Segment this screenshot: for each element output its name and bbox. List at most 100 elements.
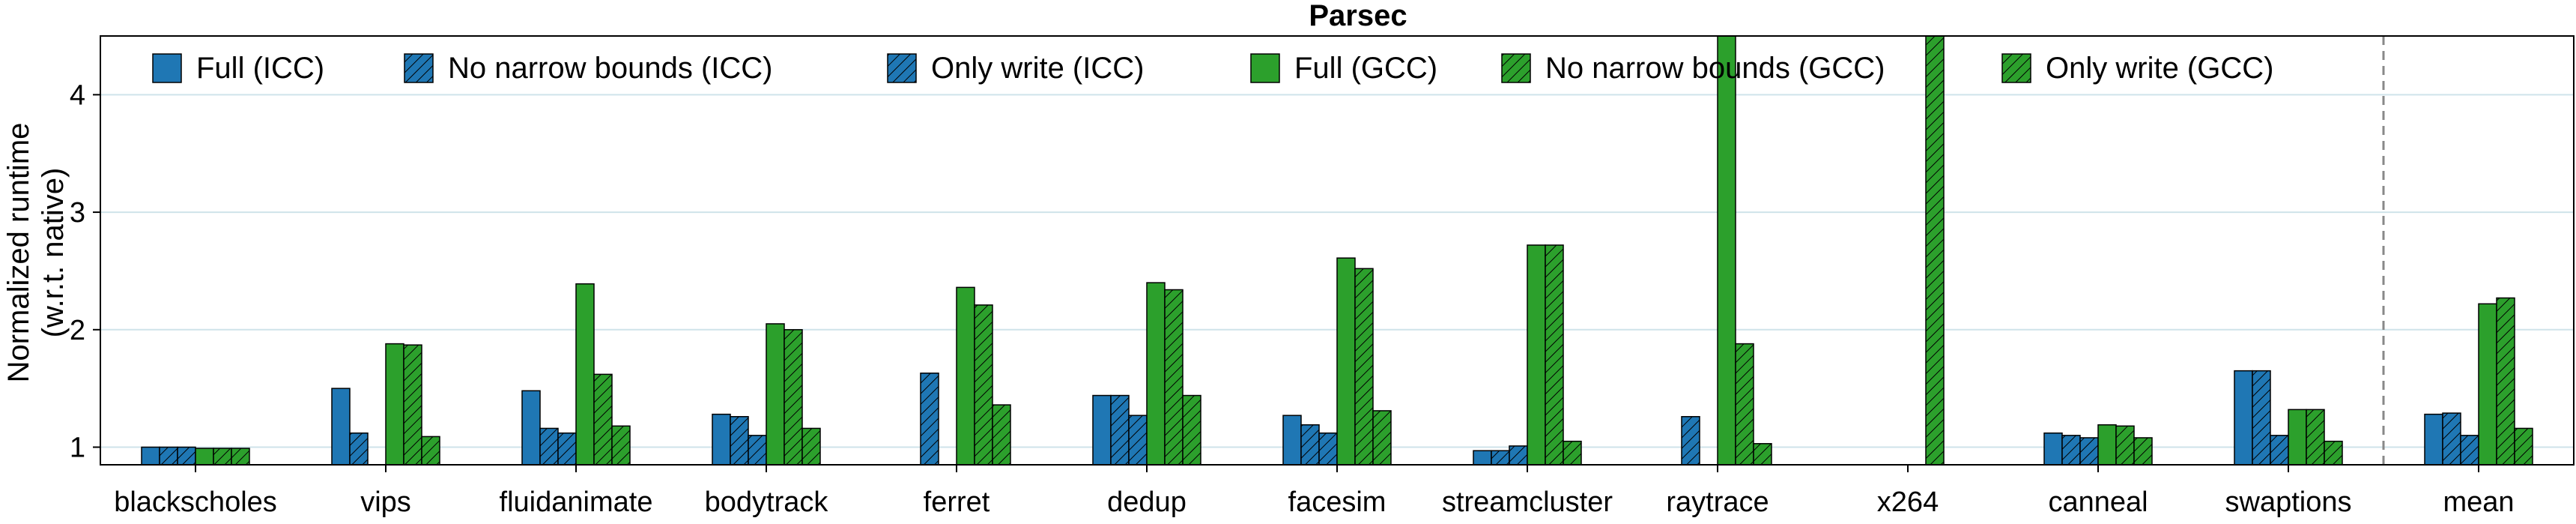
bar-hatch [422, 436, 440, 465]
x-tick-label: dedup [1107, 487, 1187, 518]
bar-hatch [784, 329, 802, 465]
y-axis-title-line2: (w.r.t. native) [37, 168, 70, 338]
bar-hatch [2134, 437, 2152, 465]
bar-hatch [612, 426, 630, 465]
bar-hatch [1509, 445, 1527, 465]
bar-icc-solid [712, 413, 731, 466]
bar-hatch [1319, 433, 1337, 465]
bar-gcc-solid [385, 343, 404, 466]
bar-hatch [1491, 451, 1509, 465]
legend-swatch [1250, 53, 1280, 83]
bar-hatch [1754, 443, 1772, 465]
bar-hatch [1545, 244, 1563, 465]
x-tick-label: x264 [1877, 487, 1939, 518]
legend-label: No narrow bounds (ICC) [448, 52, 773, 85]
bar-hatch [2062, 435, 2080, 465]
bar-gcc-solid [195, 448, 214, 466]
x-tick-label: raytrace [1666, 487, 1769, 518]
x-tick-label: mean [2443, 487, 2514, 518]
bar-hatch [558, 433, 576, 465]
bar-hatch [2306, 409, 2324, 465]
bar-hatch [2080, 437, 2098, 465]
bar-gcc-solid [2478, 303, 2497, 466]
legend-swatch-hatch [888, 54, 916, 82]
bar-hatch [730, 416, 748, 465]
bar-hatch [1165, 289, 1183, 465]
x-tick-label: fluidanimate [500, 487, 653, 518]
x-tick-label: streamcluster [1442, 487, 1613, 518]
legend-label: Full (ICC) [196, 52, 324, 85]
bar-hatch [2461, 435, 2479, 465]
x-tick-label: blackscholes [114, 487, 277, 518]
bar-hatch [1111, 395, 1129, 465]
bar-gcc-solid [2097, 424, 2117, 466]
bars [141, 35, 2533, 466]
bar-gcc-solid [1717, 35, 1736, 466]
legend: Full (ICC) No narrow bounds (ICC) Only wri… [152, 52, 2273, 85]
bar-gcc-solid [2288, 409, 2307, 466]
bar-icc-solid [2424, 413, 2443, 466]
y-axis-title-line1: Normalized runtime [2, 123, 35, 383]
bar-hatch [992, 405, 1010, 465]
x-tick-label: canneal [2048, 487, 2148, 518]
chart-title: Parsec [1309, 0, 1407, 32]
bar-hatch [748, 435, 766, 465]
bar-gcc-solid [575, 283, 595, 466]
y-tick-label: 2 [70, 315, 85, 346]
bar-hatch [2270, 435, 2288, 465]
bar-hatch [1563, 441, 1581, 465]
bar-hatch [2497, 298, 2515, 465]
bar-hatch [2252, 370, 2270, 465]
bar-icc-solid [141, 446, 160, 466]
y-tick-label: 3 [70, 197, 85, 229]
bar-hatch [350, 433, 368, 465]
bar-hatch [1301, 424, 1319, 465]
bar-hatch [921, 373, 939, 465]
x-tick-label: ferret [924, 487, 990, 518]
bar-icc-solid [331, 388, 351, 466]
bar-hatch [404, 345, 422, 465]
bar-icc-solid [1092, 394, 1112, 466]
bar-hatch [540, 428, 558, 465]
bar-hatch [975, 304, 992, 465]
legend-swatch-hatch [1502, 54, 1530, 82]
bar-gcc-solid [1336, 257, 1356, 466]
axes: 1 2 3 4 blackscholes vips fluidanimate bodytrac… [70, 35, 2575, 518]
bar-hatch [2515, 428, 2533, 465]
bar-hatch [1355, 268, 1373, 465]
legend-swatch-hatch [2002, 54, 2031, 82]
bar-hatch [1373, 410, 1391, 465]
bar-icc-solid [1473, 450, 1492, 466]
legend-label: Only write (ICC) [931, 52, 1144, 85]
bar-hatch [1736, 343, 1754, 465]
bar-hatch [802, 428, 820, 465]
bar-hatch [231, 448, 249, 465]
x-tick-label: facesim [1288, 487, 1387, 518]
y-tick-label: 1 [70, 432, 85, 463]
bar-hatch [213, 448, 231, 465]
legend-swatch-hatch [404, 54, 433, 82]
legend-label: No narrow bounds (GCC) [1545, 52, 1885, 85]
bar-hatch [1682, 416, 1700, 465]
bar-hatch [2443, 413, 2461, 465]
legend-label: Only write (GCC) [2046, 52, 2273, 85]
bar-hatch [1129, 415, 1147, 465]
legend-swatch [152, 53, 182, 83]
plot-frame [100, 35, 2575, 466]
legend-label: Full (GCC) [1294, 52, 1437, 85]
bar-hatch [160, 447, 178, 465]
x-tick-label: swaptions [2225, 487, 2352, 518]
bar-hatch [1183, 395, 1201, 465]
x-tick-label: bodytrack [705, 487, 829, 518]
y-tick-label: 4 [70, 79, 85, 111]
bar-hatch [178, 447, 196, 465]
bar-gcc-solid [766, 323, 785, 466]
y-axis-title: Normalized runtime (w.r.t. native) [2, 123, 70, 383]
bar-gcc-solid [956, 286, 975, 466]
bar-hatch [2116, 426, 2134, 465]
bar-icc-solid [1282, 415, 1302, 466]
bar-icc-solid [2043, 432, 2063, 466]
bar-hatch [2324, 441, 2342, 465]
bar-gcc-solid [1146, 282, 1166, 466]
